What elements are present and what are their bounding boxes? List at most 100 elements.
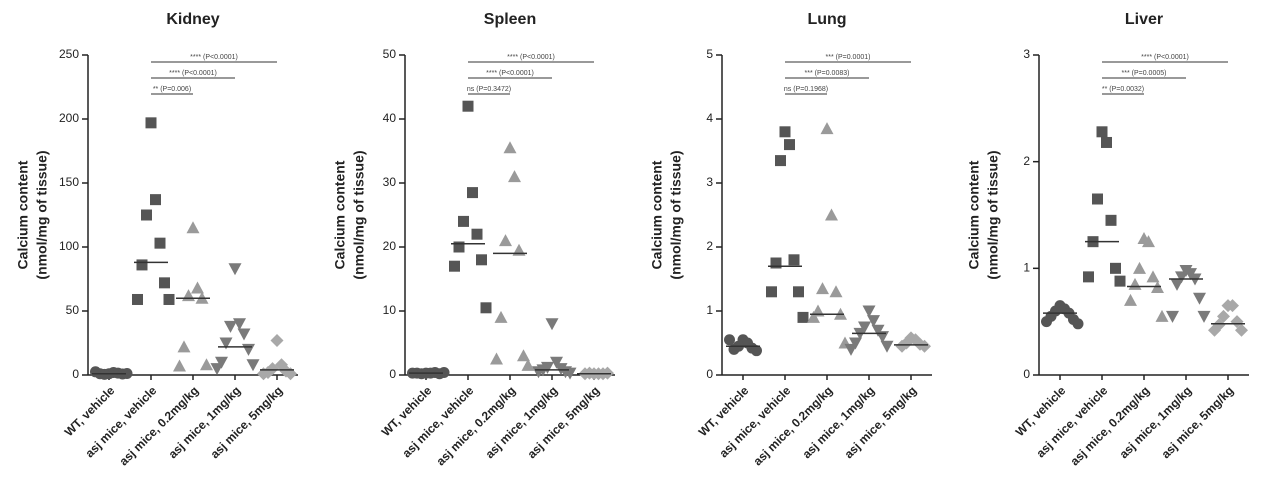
point — [918, 339, 931, 353]
comparison-label: ** (P=0.0032) — [1102, 86, 1144, 93]
point — [751, 345, 762, 357]
comparison-label: *** (P=0.0005) — [1122, 70, 1167, 77]
point — [458, 215, 469, 227]
point — [858, 321, 871, 334]
x-tick-label: asj mice, 0.2mg/kg — [433, 383, 518, 468]
point — [1230, 315, 1244, 329]
point — [1166, 310, 1179, 323]
point — [844, 343, 858, 356]
point — [766, 286, 777, 298]
comparison-label: **** (P<0.0001) — [169, 70, 217, 77]
y-tick-label: 2 — [1023, 154, 1030, 168]
point — [90, 366, 101, 378]
point — [793, 286, 804, 298]
point — [159, 277, 170, 289]
y-tick-label: 4 — [706, 111, 713, 125]
y-axis-label: (nmol/mg of tissue) — [351, 150, 367, 279]
y-tick-label: 40 — [383, 111, 397, 125]
point — [228, 263, 242, 276]
point — [880, 340, 894, 353]
x-tick-label: asj mice, 1mg/kg — [483, 383, 561, 461]
comparison-label: **** (P<0.0001) — [507, 54, 555, 61]
point — [816, 282, 829, 295]
point — [1170, 278, 1184, 291]
x-tick-label: asj mice, vehicle — [399, 383, 476, 460]
comparison-label: *** (P=0.0001) — [826, 54, 871, 61]
y-tick-label: 3 — [706, 175, 713, 189]
point — [494, 310, 508, 323]
point — [1235, 323, 1248, 337]
y-tick-label: 5 — [706, 47, 713, 61]
y-tick-label: 2 — [706, 239, 713, 253]
x-tick-label: asj mice, 5mg/kg — [208, 383, 286, 461]
x-tick-label: asj mice, 1mg/kg — [1117, 383, 1195, 461]
point — [186, 221, 200, 234]
point — [829, 285, 843, 298]
point — [550, 356, 563, 369]
comparison-label: *** (P=0.0083) — [805, 70, 850, 77]
y-axis-label: (nmol/mg of tissue) — [668, 150, 684, 279]
point — [1146, 270, 1160, 283]
point — [242, 343, 255, 356]
point — [521, 358, 535, 371]
y-axis-label: (nmol/mg of tissue) — [985, 150, 1001, 279]
x-tick-label: asj mice, 5mg/kg — [1159, 383, 1237, 461]
point — [797, 311, 809, 323]
y-axis-label: Calcium content — [966, 160, 982, 269]
point — [1155, 309, 1169, 322]
point — [825, 208, 838, 221]
x-tick-label: asj mice, 5mg/kg — [842, 383, 920, 461]
point — [476, 254, 487, 266]
y-axis-label: Calcium content — [332, 160, 348, 269]
point — [1133, 261, 1146, 274]
point — [895, 339, 909, 353]
y-tick-label: 3 — [1023, 47, 1030, 61]
point — [788, 254, 800, 266]
y-tick-label: 50 — [66, 303, 80, 317]
x-tick-label: asj mice, 5mg/kg — [525, 383, 603, 461]
point — [1105, 214, 1117, 226]
point — [132, 293, 143, 305]
point — [191, 281, 204, 294]
y-tick-label: 0 — [389, 367, 396, 381]
point — [1114, 275, 1126, 287]
point — [145, 117, 157, 129]
x-tick-label: asj mice, 1mg/kg — [800, 383, 878, 461]
point — [1193, 292, 1206, 305]
point — [490, 352, 503, 365]
point — [136, 259, 148, 271]
point — [177, 340, 191, 353]
x-tick-label: asj mice, vehicle — [82, 383, 159, 460]
point — [1208, 323, 1221, 337]
comparison-label: **** (P<0.0001) — [1141, 54, 1189, 61]
point — [1072, 318, 1084, 330]
point — [1110, 262, 1121, 274]
y-tick-label: 1 — [1023, 261, 1030, 275]
point — [141, 209, 152, 221]
comparison-label: **** (P<0.0001) — [486, 70, 534, 77]
point — [200, 358, 213, 371]
y-tick-label: 150 — [59, 175, 79, 189]
point — [508, 170, 521, 183]
chart-title: Spleen — [484, 11, 536, 28]
x-tick-label: asj mice, 0.2mg/kg — [116, 383, 201, 468]
point — [1142, 235, 1155, 248]
point — [480, 302, 492, 314]
point — [1128, 277, 1142, 290]
point — [503, 141, 517, 154]
point — [1124, 293, 1137, 306]
point — [246, 359, 260, 372]
y-axis-label: (nmol/mg of tissue) — [34, 150, 50, 279]
y-tick-label: 20 — [383, 239, 397, 253]
y-tick-label: 250 — [59, 47, 79, 61]
point — [215, 356, 228, 369]
y-tick-label: 10 — [383, 303, 397, 317]
point — [807, 310, 820, 323]
y-tick-label: 0 — [1023, 367, 1030, 381]
y-tick-label: 0 — [72, 367, 79, 381]
y-tick-label: 200 — [59, 111, 79, 125]
point — [150, 194, 161, 206]
y-axis-label: Calcium content — [15, 160, 31, 269]
point — [224, 320, 237, 333]
